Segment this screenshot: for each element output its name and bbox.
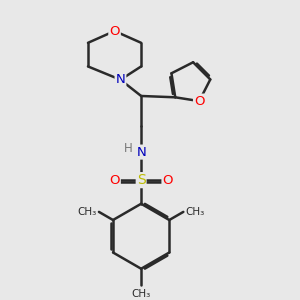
Text: CH₃: CH₃: [186, 207, 205, 217]
Text: O: O: [109, 174, 120, 187]
Text: N: N: [136, 146, 146, 159]
Text: CH₃: CH₃: [131, 289, 151, 298]
Text: O: O: [109, 25, 120, 38]
Text: N: N: [116, 73, 125, 86]
Text: H: H: [124, 142, 133, 155]
Text: O: O: [163, 174, 173, 187]
Text: O: O: [194, 94, 205, 108]
Text: S: S: [137, 173, 146, 187]
Text: CH₃: CH₃: [77, 207, 97, 217]
